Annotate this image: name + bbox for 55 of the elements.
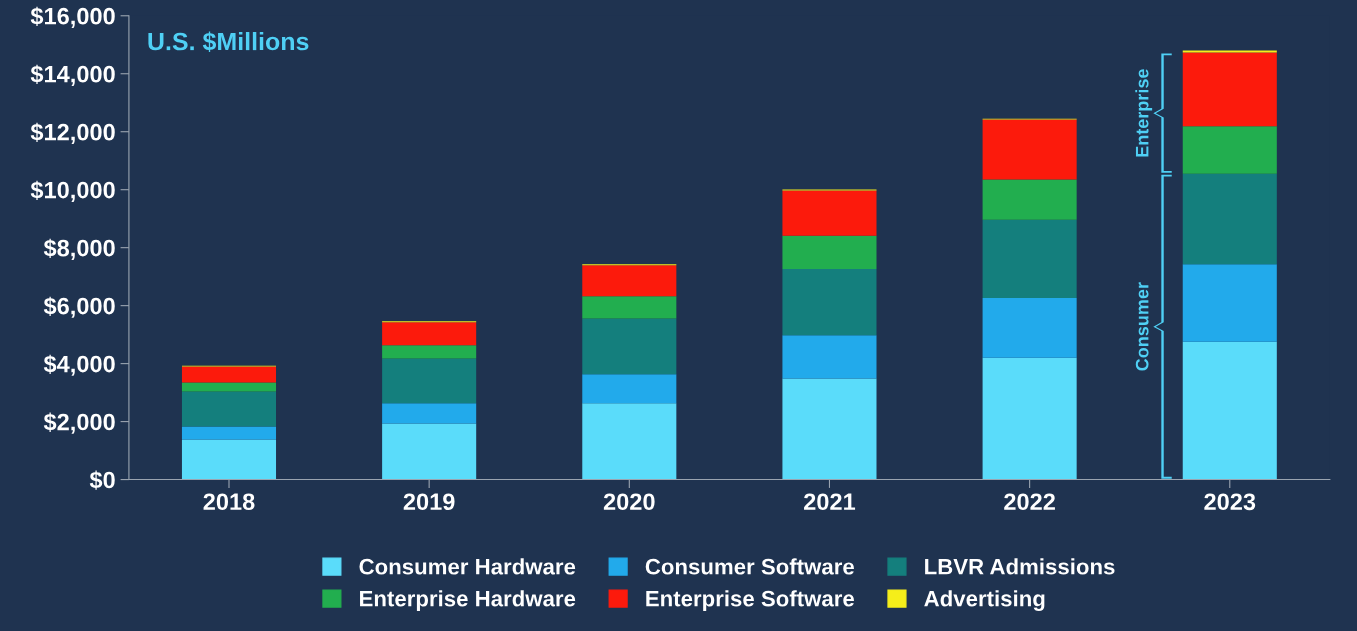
x-tick-label: 2023 <box>1204 493 1256 511</box>
y-tick-label: $14,000 <box>30 64 115 86</box>
legend-label: Enterprise Hardware <box>360 590 576 611</box>
x-tick-label: 2021 <box>804 493 856 511</box>
bar <box>782 235 877 270</box>
bar <box>582 265 677 297</box>
legend-label: Advertising <box>924 590 1045 611</box>
bar <box>582 403 677 480</box>
bar <box>982 179 1077 220</box>
bar <box>1182 126 1277 174</box>
bar <box>181 382 277 392</box>
bar <box>181 366 277 383</box>
bar <box>982 219 1077 299</box>
bar <box>782 378 877 480</box>
bar <box>582 374 677 404</box>
bar <box>382 358 477 404</box>
annotation: Enterprise <box>1135 69 1153 157</box>
bar <box>181 391 277 427</box>
bar <box>382 403 477 424</box>
y-tick-label: $6,000 <box>43 296 115 318</box>
x-tick-label: 2018 <box>203 493 255 511</box>
bar <box>582 296 677 319</box>
y-tick-label: $2,000 <box>43 412 115 434</box>
y-tick-label: $12,000 <box>30 122 115 144</box>
legend-label: LBVR Admissions <box>925 558 1115 575</box>
annotation: Consumer <box>1135 282 1149 371</box>
y-tick-label: $10,000 <box>30 180 115 202</box>
bar <box>982 357 1077 480</box>
legend-label: Consumer Hardware <box>359 558 576 575</box>
bar <box>1182 50 1277 53</box>
x-tick-label: 2020 <box>603 493 655 511</box>
bar <box>982 298 1077 358</box>
bar <box>1182 264 1277 342</box>
bar <box>382 423 477 480</box>
legend-label: Consumer Software <box>645 558 854 575</box>
text: U.S. $Millions <box>148 31 309 52</box>
bar <box>1182 52 1277 127</box>
bar <box>1182 173 1277 265</box>
bar <box>181 426 277 440</box>
bar <box>782 269 877 336</box>
bar <box>982 119 1077 180</box>
y-tick-label: $4,000 <box>43 354 115 376</box>
y-tick-label: $8,000 <box>43 238 115 260</box>
bar <box>382 322 477 346</box>
x-tick-label: 2019 <box>403 493 455 511</box>
bar <box>782 335 877 379</box>
bar <box>782 190 877 236</box>
y-tick-label: $16,000 <box>30 6 115 28</box>
bar <box>1182 341 1277 480</box>
legend-label: Enterprise Software <box>646 590 854 611</box>
y-tick-label: $0 <box>89 470 115 490</box>
bar <box>582 318 677 375</box>
bar <box>181 439 277 480</box>
bar <box>382 345 477 359</box>
x-tick-label: 2022 <box>1004 493 1055 511</box>
